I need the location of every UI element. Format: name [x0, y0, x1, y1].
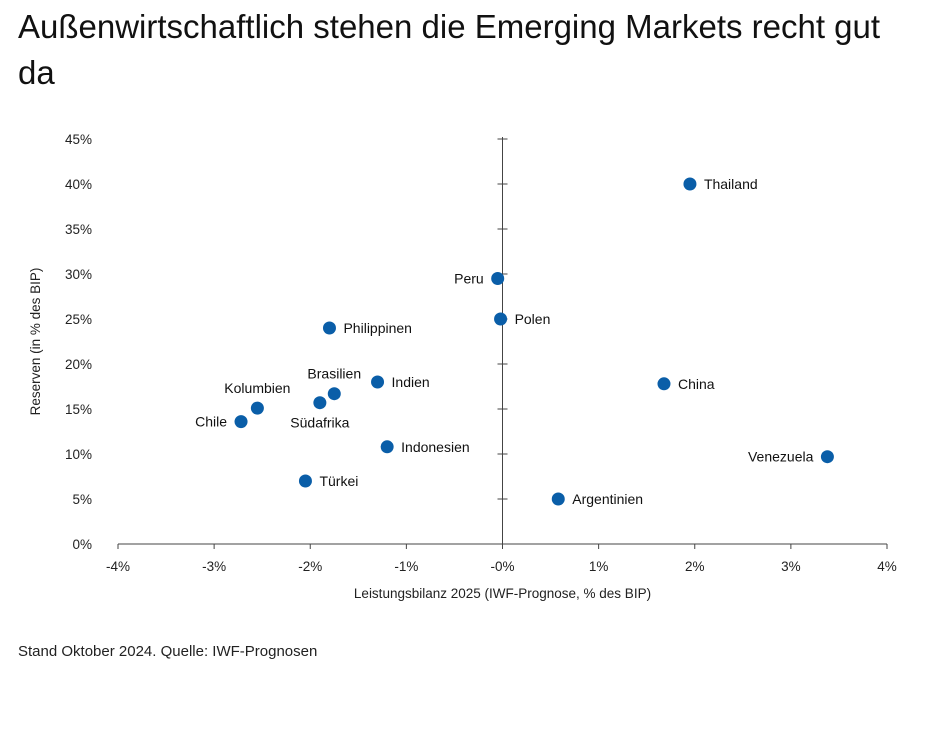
y-tick-label: 35%: [65, 222, 92, 237]
point-label-china: China: [678, 376, 715, 392]
point-label-indonesien: Indonesien: [401, 439, 470, 455]
point-label-argentinien: Argentinien: [572, 491, 643, 507]
y-tick-label: 5%: [72, 492, 92, 507]
y-tick-label: 40%: [65, 177, 92, 192]
point-argentinien: [551, 492, 565, 506]
point-label-türkei: Türkei: [319, 473, 358, 489]
point-label-kolumbien: Kolumbien: [224, 380, 290, 396]
source-note: Stand Oktober 2024. Quelle: IWF-Prognose…: [18, 643, 318, 660]
point-brasilien: [327, 387, 341, 401]
x-tick-label: 3%: [781, 559, 801, 574]
y-tick-label: 10%: [65, 447, 92, 462]
point-kolumbien: [250, 401, 264, 415]
point-label-indien: Indien: [392, 374, 430, 390]
y-tick-label: 30%: [65, 267, 92, 282]
point-china: [657, 377, 671, 391]
point-label-venezuela: Venezuela: [748, 449, 814, 465]
x-tick-label: -0%: [490, 559, 514, 574]
x-axis-title: Leistungsbilanz 2025 (IWF-Prognose, % de…: [354, 586, 651, 601]
point-südafrika: [313, 396, 327, 410]
point-chile: [234, 415, 248, 429]
point-indonesien: [380, 440, 394, 454]
point-peru: [491, 272, 505, 285]
point-indien: [371, 375, 385, 389]
y-tick-label: 45%: [65, 132, 92, 147]
point-philippinen: [322, 321, 336, 335]
x-tick-label: 4%: [877, 559, 897, 574]
data-points: Thailand Peru Polen Philippinen Indien Brasil…: [195, 176, 834, 507]
chart-title: Außenwirtschaftlich stehen die Emerging …: [18, 8, 881, 91]
point-polen: [494, 312, 508, 326]
x-tick-label: -1%: [394, 559, 418, 574]
y-tick-label: 20%: [65, 357, 92, 372]
x-tick-label: 2%: [685, 559, 705, 574]
point-label-thailand: Thailand: [704, 176, 758, 192]
axes: -4% -3% -2% -1% -0% 1% 2% 3% 4% 0% 5% 10% 15% 20% 25% 3…: [65, 132, 897, 574]
point-label-philippinen: Philippinen: [343, 320, 412, 336]
point-venezuela: [820, 450, 834, 464]
point-label-brasilien: Brasilien: [307, 366, 361, 382]
x-tick-label: -4%: [106, 559, 130, 574]
point-label-polen: Polen: [515, 311, 551, 327]
x-tick-label: -3%: [202, 559, 226, 574]
point-label-chile: Chile: [195, 414, 227, 430]
y-axis-title: Reserven (in % des BIP): [28, 268, 43, 416]
x-tick-label: -2%: [298, 559, 322, 574]
x-tick-label: 1%: [589, 559, 609, 574]
y-tick-label: 25%: [65, 312, 92, 327]
point-türkei: [298, 474, 312, 488]
point-thailand: [683, 177, 697, 191]
y-tick-label: 15%: [65, 402, 92, 417]
point-label-südafrika: Südafrika: [290, 415, 349, 431]
y-tick-label: 0%: [72, 537, 92, 552]
point-label-peru: Peru: [454, 271, 484, 287]
